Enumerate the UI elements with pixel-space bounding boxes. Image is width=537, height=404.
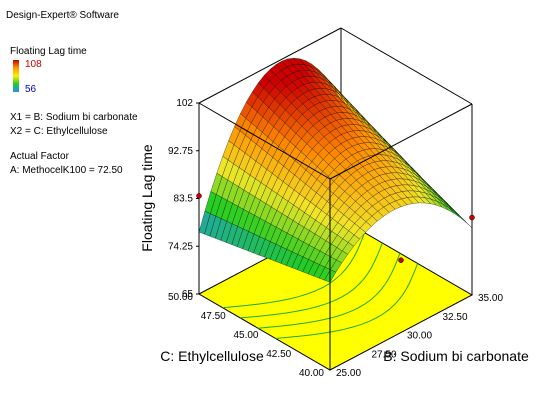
actual-factor-heading: Actual Factor [10, 151, 69, 162]
axis-labels: 65 74.25 83.5 92.75 102 40.00 42.50 45.00 47.50 5… [139, 98, 529, 379]
z-tick-label: 74.25 [168, 241, 193, 252]
box-edge-top-right [340, 27, 473, 105]
z-tick-label: 92.75 [168, 146, 193, 157]
z-tick-label: 102 [176, 98, 193, 109]
y-tick-label: 40.00 [299, 368, 324, 379]
y-tick-label: 47.50 [201, 311, 226, 322]
actual-factor-value: A: MethocelK100 = 72.50 [10, 165, 123, 176]
plot-box-front [198, 102, 473, 370]
x-tick-label: 32.50 [443, 312, 468, 323]
y-axis-title: C: Ethylcellulose [160, 348, 264, 364]
x-tick-label: 35.00 [478, 293, 503, 304]
x-tick-label: 25.00 [336, 368, 361, 379]
software-title: Design-Expert® Software [6, 10, 119, 21]
z-tick-label: 83.5 [174, 194, 194, 205]
design-points [196, 193, 475, 263]
y-tick-label: 45.00 [233, 330, 258, 341]
floor-contour-line [240, 242, 383, 319]
surface-cell [448, 207, 461, 218]
legend-low-value: 56 [25, 84, 37, 95]
response-name: Floating Lag time [10, 46, 87, 57]
x-tick-label: 27.50 [372, 349, 397, 360]
color-legend-bar [13, 60, 19, 92]
x-axis-title: B: Sodium bi carbonate [383, 348, 529, 364]
response-surface [198, 58, 473, 283]
floor-contour-line [222, 232, 366, 309]
design-point [398, 257, 404, 263]
box-edge-top-left [198, 27, 342, 104]
factor-x1: X1 = B: Sodium bi carbonate [10, 112, 138, 123]
box-edge-top-front-left [198, 102, 331, 180]
floor-contour-line [275, 263, 419, 339]
y-tick-label: 42.50 [266, 349, 291, 360]
design-point [196, 193, 202, 199]
surface-cell [460, 216, 473, 229]
plot-floor [197, 218, 474, 371]
design-point [469, 214, 475, 221]
floor-contour-line [257, 253, 401, 329]
x-tick-label: 30.00 [407, 331, 432, 342]
z-axis-title: Floating Lag time [139, 144, 155, 252]
factor-x2: X2 = C: Ethylcellulose [10, 126, 108, 137]
legend-high-value: 108 [25, 59, 42, 70]
box-edge-top-front-right [329, 103, 473, 180]
y-tick-label: 50.00 [168, 292, 193, 303]
z-tick-label: 65 [182, 289, 194, 300]
